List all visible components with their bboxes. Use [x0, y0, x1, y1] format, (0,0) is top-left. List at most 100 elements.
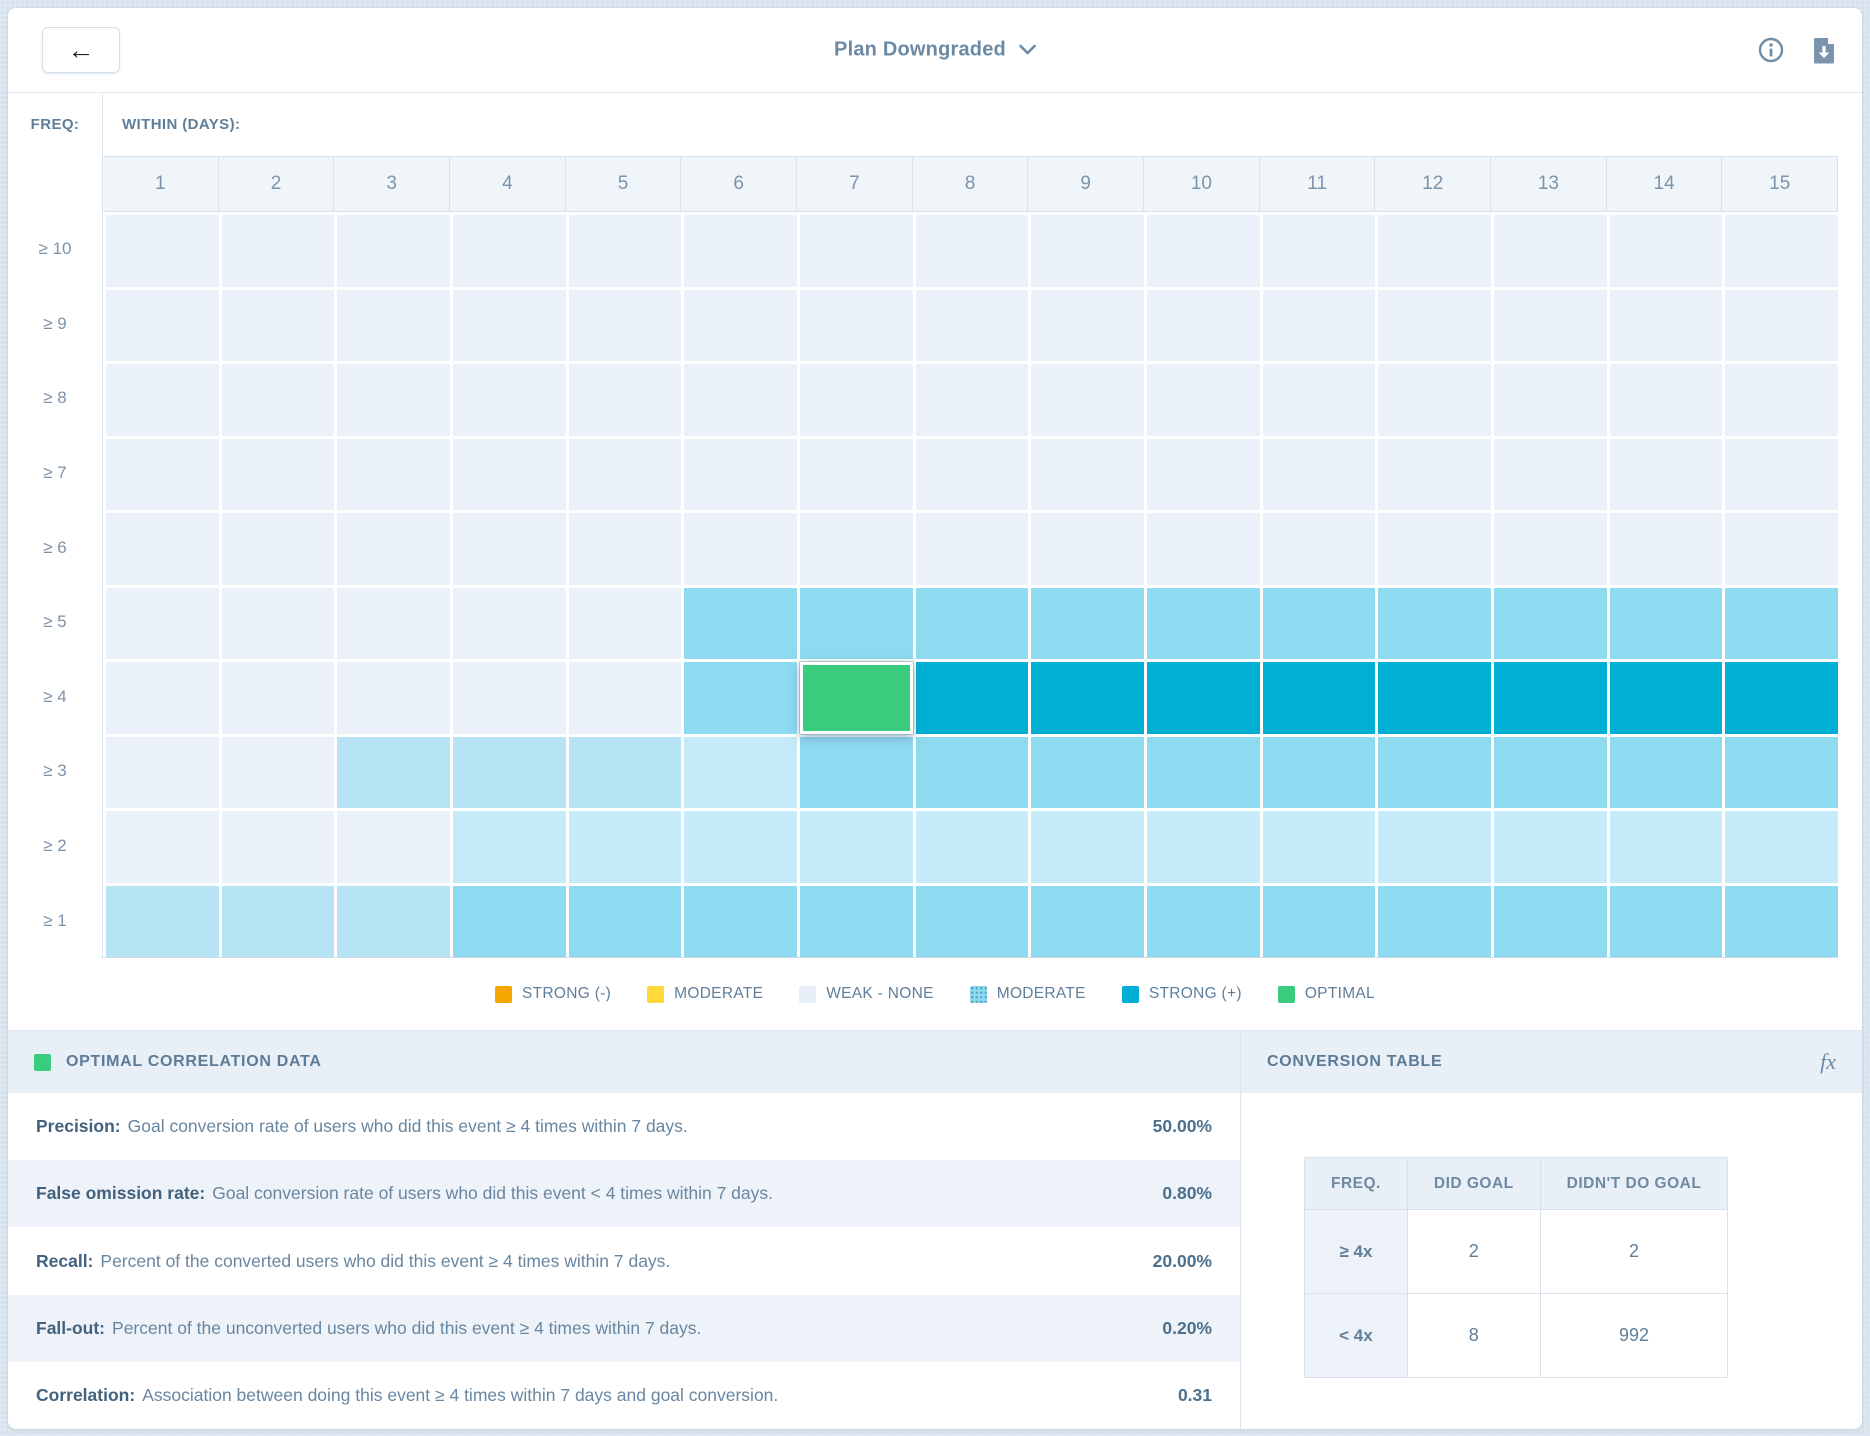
heatmap-cell[interactable]	[106, 513, 219, 585]
heatmap-cell[interactable]	[1146, 215, 1260, 287]
heatmap-cell[interactable]	[568, 438, 682, 510]
heatmap-cell[interactable]	[106, 811, 219, 883]
heatmap-cell[interactable]	[1031, 364, 1144, 436]
heatmap-cell[interactable]	[915, 811, 1029, 883]
heatmap-cell[interactable]	[1493, 289, 1607, 361]
heatmap-cell[interactable]	[1609, 513, 1723, 585]
heatmap-cell[interactable]	[568, 885, 682, 957]
heatmap-cell[interactable]	[684, 438, 797, 510]
heatmap-cell[interactable]	[452, 587, 566, 659]
heatmap-cell[interactable]	[684, 513, 797, 585]
heatmap-cell[interactable]	[1378, 364, 1491, 436]
heatmap-cell[interactable]	[337, 364, 450, 436]
export-button[interactable]	[1812, 37, 1836, 64]
heatmap-cell[interactable]	[1146, 438, 1260, 510]
heatmap-cell[interactable]	[452, 736, 566, 808]
heatmap-cell[interactable]	[337, 587, 450, 659]
heatmap-cell[interactable]	[1609, 364, 1723, 436]
heatmap-cell[interactable]	[1609, 587, 1723, 659]
heatmap-cell[interactable]	[337, 289, 450, 361]
heatmap-cell[interactable]	[337, 438, 450, 510]
heatmap-cell[interactable]	[221, 289, 335, 361]
heatmap-cell[interactable]	[1146, 736, 1260, 808]
heatmap-cell[interactable]	[1493, 513, 1607, 585]
heatmap-cell[interactable]	[568, 736, 682, 808]
heatmap-cell[interactable]	[106, 364, 219, 436]
heatmap-cell[interactable]	[452, 811, 566, 883]
heatmap-cell[interactable]	[684, 364, 797, 436]
heatmap-cell[interactable]	[1609, 289, 1723, 361]
heatmap-cell[interactable]	[568, 364, 682, 436]
heatmap-cell[interactable]	[1493, 364, 1607, 436]
heatmap-cell[interactable]	[684, 736, 797, 808]
heatmap-cell[interactable]	[337, 811, 450, 883]
heatmap-cell[interactable]	[799, 364, 913, 436]
heatmap-cell[interactable]	[1493, 885, 1607, 957]
heatmap-cell[interactable]	[1031, 438, 1144, 510]
heatmap-cell[interactable]	[915, 736, 1029, 808]
heatmap-cell[interactable]	[1725, 736, 1838, 808]
heatmap-cell[interactable]	[1493, 215, 1607, 287]
heatmap-cell[interactable]	[1725, 811, 1838, 883]
heatmap-cell[interactable]	[915, 438, 1029, 510]
heatmap-cell[interactable]	[106, 289, 219, 361]
heatmap-cell[interactable]	[1146, 289, 1260, 361]
heatmap-cell[interactable]	[452, 438, 566, 510]
heatmap-cell[interactable]	[452, 364, 566, 436]
heatmap-cell[interactable]	[1378, 438, 1491, 510]
formula-fx-icon[interactable]: fx	[1820, 1049, 1836, 1074]
heatmap-cell[interactable]	[684, 587, 797, 659]
heatmap-cell[interactable]	[1031, 215, 1144, 287]
heatmap-cell[interactable]	[1725, 513, 1838, 585]
heatmap-cell-selected[interactable]	[799, 662, 913, 734]
heatmap-cell[interactable]	[221, 438, 335, 510]
heatmap-cell[interactable]	[1262, 811, 1376, 883]
heatmap-cell[interactable]	[684, 811, 797, 883]
heatmap-cell[interactable]	[684, 289, 797, 361]
heatmap-cell[interactable]	[337, 215, 450, 287]
heatmap-cell[interactable]	[1609, 736, 1723, 808]
heatmap-cell[interactable]	[799, 811, 913, 883]
heatmap-cell[interactable]	[1146, 513, 1260, 585]
heatmap-cell[interactable]	[1609, 662, 1723, 734]
heatmap-cell[interactable]	[106, 885, 219, 957]
heatmap-cell[interactable]	[1262, 513, 1376, 585]
heatmap-cell[interactable]	[1262, 587, 1376, 659]
heatmap-cell[interactable]	[337, 885, 450, 957]
heatmap-cell[interactable]	[106, 215, 219, 287]
heatmap-cell[interactable]	[1378, 289, 1491, 361]
heatmap-cell[interactable]	[799, 885, 913, 957]
heatmap-cell[interactable]	[452, 662, 566, 734]
heatmap-cell[interactable]	[1725, 289, 1838, 361]
heatmap-cell[interactable]	[568, 289, 682, 361]
heatmap-cell[interactable]	[1493, 662, 1607, 734]
heatmap-cell[interactable]	[1609, 438, 1723, 510]
heatmap-cell[interactable]	[1493, 736, 1607, 808]
heatmap-cell[interactable]	[1725, 438, 1838, 510]
heatmap-cell[interactable]	[1031, 811, 1144, 883]
heatmap-cell[interactable]	[1146, 662, 1260, 734]
heatmap-cell[interactable]	[568, 587, 682, 659]
heatmap-cell[interactable]	[106, 438, 219, 510]
event-selector[interactable]: Plan Downgraded	[834, 39, 1036, 62]
heatmap-cell[interactable]	[799, 289, 913, 361]
heatmap-cell[interactable]	[915, 364, 1029, 436]
heatmap-cell[interactable]	[1378, 587, 1491, 659]
heatmap-cell[interactable]	[337, 662, 450, 734]
heatmap-cell[interactable]	[1493, 438, 1607, 510]
heatmap-cell[interactable]	[221, 513, 335, 585]
heatmap-cell[interactable]	[1378, 885, 1491, 957]
heatmap-cell[interactable]	[915, 885, 1029, 957]
heatmap-cell[interactable]	[1609, 811, 1723, 883]
heatmap-cell[interactable]	[1262, 885, 1376, 957]
heatmap-cell[interactable]	[1262, 215, 1376, 287]
heatmap-cell[interactable]	[1725, 215, 1838, 287]
heatmap-cell[interactable]	[1378, 662, 1491, 734]
heatmap-cell[interactable]	[1031, 587, 1144, 659]
heatmap-cell[interactable]	[1493, 587, 1607, 659]
heatmap-cell[interactable]	[1031, 513, 1144, 585]
heatmap-cell[interactable]	[106, 587, 219, 659]
heatmap-cell[interactable]	[1262, 662, 1376, 734]
heatmap-cell[interactable]	[337, 513, 450, 585]
heatmap-cell[interactable]	[915, 513, 1029, 585]
